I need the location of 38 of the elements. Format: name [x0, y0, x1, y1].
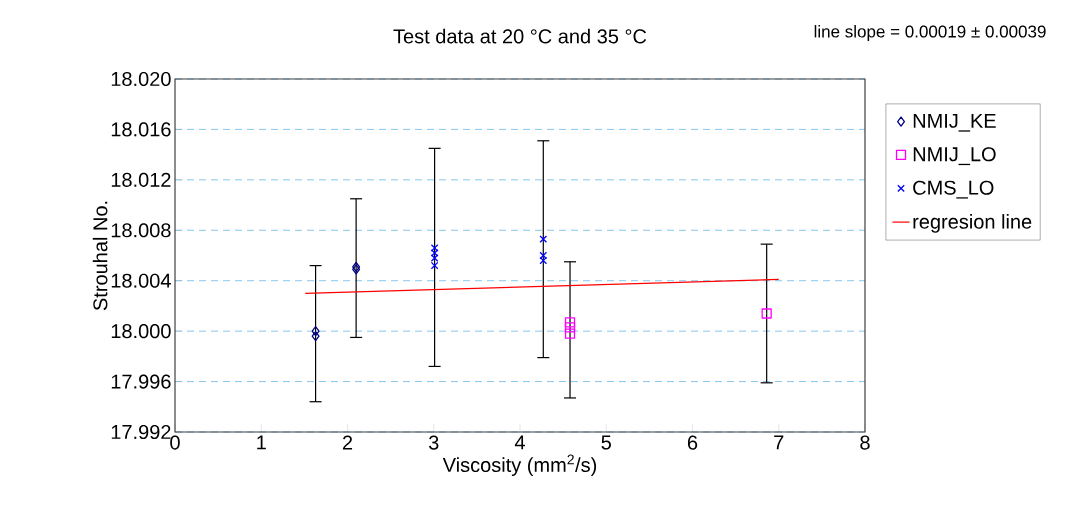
text: line slope = 0.00019 ± 0.00039 — [814, 25, 1046, 41]
point — [539, 256, 548, 265]
y-axis-title: Strouhal No. — [92, 201, 108, 311]
y-tick-label: 18.000 — [111, 324, 171, 339]
y-tick-label: 18.012 — [111, 172, 171, 187]
x-tick-label: 3 — [428, 435, 439, 450]
point — [564, 328, 576, 339]
x-axis-title: Viscosity (mm$^{2}$/s) — [442, 454, 597, 476]
point — [761, 308, 772, 319]
point — [564, 317, 576, 328]
point — [311, 331, 320, 342]
y-tick-label: 17.996 — [111, 374, 171, 389]
legend-label: CMS_LO — [913, 180, 994, 199]
point — [352, 264, 361, 275]
legend-label: regresion line — [913, 214, 1032, 233]
y-tick-label: 18.016 — [111, 122, 171, 137]
point — [430, 244, 439, 252]
point — [430, 254, 439, 262]
point — [311, 325, 320, 337]
y-tick-label: 18.008 — [111, 223, 171, 238]
x-tick-label: 2 — [342, 435, 353, 450]
x-tick-label: 0 — [170, 435, 180, 450]
x-tick-label: 6 — [687, 435, 698, 450]
x-tick-label: 1 — [257, 435, 266, 450]
x-tick-label: 7 — [774, 435, 784, 450]
x-tick-label: 8 — [860, 435, 870, 450]
point — [430, 261, 439, 270]
point — [564, 322, 576, 333]
y-tick-label: 18.020 — [111, 71, 171, 87]
point — [352, 261, 361, 272]
legend-label: NMIJ_KE — [913, 113, 996, 132]
x-tick-label: 5 — [601, 435, 611, 450]
y-tick-label: 17.992 — [111, 424, 171, 440]
point — [539, 235, 548, 243]
chart-title: Test data at 20 °C and 35 °C — [393, 28, 647, 44]
legend-label: NMIJ_LO — [913, 147, 996, 166]
y-tick-label: 18.004 — [111, 273, 171, 288]
x-tick-label: 4 — [514, 435, 525, 450]
